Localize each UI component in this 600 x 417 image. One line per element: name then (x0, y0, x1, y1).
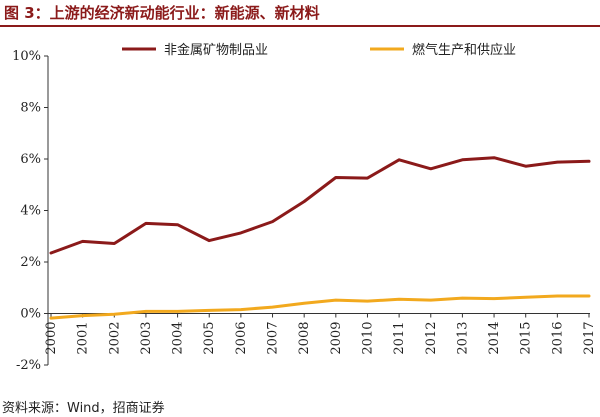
x-tick-label: 2012 (424, 322, 439, 355)
series-2-point (366, 299, 369, 303)
y-tick-label: 2% (20, 255, 41, 270)
series-2-point (144, 310, 148, 313)
y-tick-label: 0% (20, 307, 41, 322)
series-2-point (176, 310, 179, 313)
series-1-point (397, 158, 401, 161)
x-tick-label: 2009 (329, 322, 344, 355)
series-2-point (334, 298, 338, 302)
x-tick-label: 2007 (266, 322, 281, 355)
x-tick-label: 2008 (297, 322, 312, 355)
chart-axes: -2% 0% 2% 4% 6% 8% 10% 2000 2001 2002 2003 2004 2005… (12, 49, 597, 373)
series-2-point (271, 305, 274, 309)
y-tick-label: -2% (16, 358, 41, 373)
series-2-point (397, 298, 401, 301)
series-2-point (429, 298, 432, 302)
series-1-point (587, 160, 591, 163)
series-2-point (461, 296, 464, 300)
x-tick-label: 2005 (202, 322, 217, 355)
series-line-2 (49, 294, 591, 320)
y-tick-label: 10% (12, 49, 41, 64)
series-1-point (239, 231, 243, 235)
legend-label-1: 非金属矿物制品业 (164, 42, 268, 58)
y-tick-label: 4% (20, 204, 41, 219)
series-1-point (366, 176, 369, 180)
series-1-point (492, 156, 496, 159)
series-1-point (144, 222, 148, 225)
series-2-point (239, 308, 243, 311)
series-1-point (271, 220, 274, 223)
x-tick-label: 2003 (139, 322, 154, 355)
series-1-point (461, 158, 464, 161)
source-note: 资料来源：Wind，招商证券 (2, 401, 165, 416)
x-tick-label: 2001 (76, 322, 91, 355)
x-tick-label: 2004 (171, 322, 186, 355)
series-2-point (302, 302, 306, 305)
series-line-1 (49, 156, 591, 255)
x-tick-label: 2000 (44, 322, 59, 355)
series-1-point (334, 176, 338, 179)
chart-series-layer (49, 156, 591, 320)
x-tick-label: 2002 (107, 322, 122, 355)
x-tick-label: 2010 (360, 322, 375, 355)
y-tick-label: 8% (20, 101, 41, 116)
series-2-point (81, 314, 84, 317)
x-tick-label: 2011 (392, 322, 407, 355)
x-tick-label: 2013 (455, 322, 470, 355)
series-2-point (49, 316, 53, 320)
title-rule (0, 25, 600, 27)
x-tick-label: 2006 (234, 322, 249, 355)
y-tick-label: 6% (20, 152, 41, 167)
x-tick-label: 2014 (487, 322, 502, 355)
series-1-point (113, 242, 116, 245)
series-2-point (524, 296, 527, 299)
series-1-point (429, 167, 432, 170)
series-1-point (556, 160, 559, 164)
series-1-point (49, 251, 53, 255)
series-2-point (587, 294, 591, 298)
series-2-point (113, 313, 116, 316)
figure-title: 图 3：上游的经济新动能行业：新能源、新材料 (4, 4, 320, 22)
x-tick-label: 2015 (519, 322, 534, 355)
series-1-point (208, 239, 211, 242)
legend-label-2: 燃气生产和供应业 (412, 42, 516, 58)
series-1-point (81, 240, 84, 243)
chart-legend: 非金属矿物制品业 燃气生产和供应业 (122, 42, 516, 58)
x-tick-label: 2017 (582, 322, 597, 355)
x-tick-label: 2016 (550, 322, 565, 355)
series-2-point (492, 297, 496, 300)
series-2-point (556, 294, 559, 298)
series-1-point (524, 165, 527, 168)
series-2-point (208, 309, 211, 312)
series-1-point (302, 200, 306, 203)
series-1-point (176, 223, 179, 226)
